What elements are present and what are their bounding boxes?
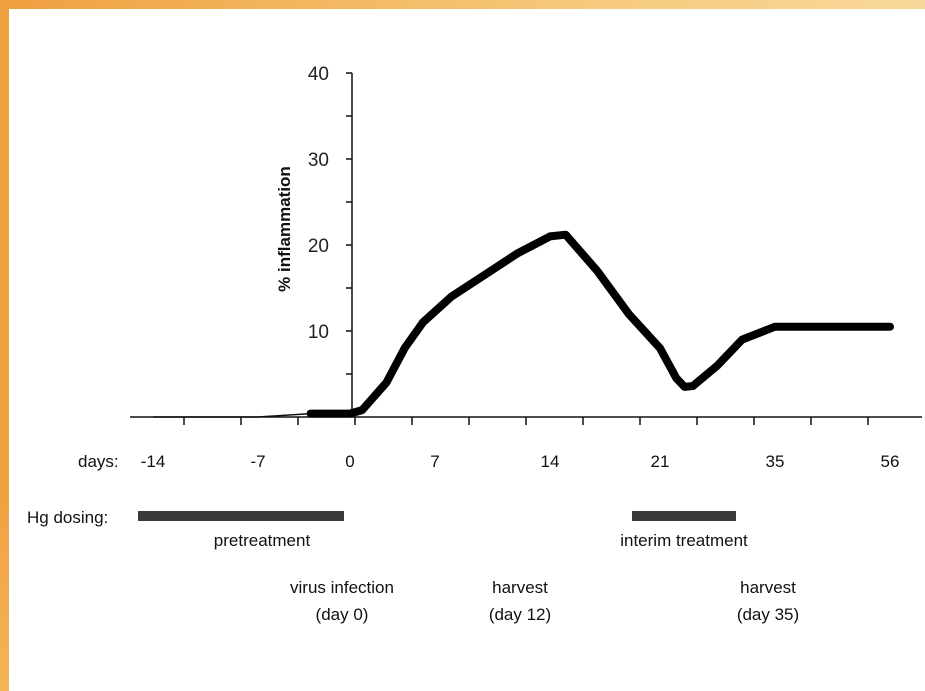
- dosing-bar: [138, 511, 344, 521]
- y-axis-label: % inflammation: [275, 166, 294, 292]
- y-tick-label: 20: [308, 236, 329, 257]
- x-tick-label: 0: [345, 452, 354, 471]
- x-tick-label: 7: [430, 452, 439, 471]
- annotations: virus infection (day 0) harvest (day 12) har…: [290, 578, 799, 624]
- x-tick-label: 21: [651, 452, 670, 471]
- dosing-label: Hg dosing:: [27, 508, 108, 527]
- frame-left-border: [0, 0, 9, 691]
- x-tick-label: 14: [541, 452, 560, 471]
- x-tick-label: -7: [250, 452, 265, 471]
- dosing-section: Hg dosing: pretreatment interim treatment: [27, 508, 748, 550]
- x-tick-label: -14: [141, 452, 166, 471]
- x-tick-label: 56: [881, 452, 900, 471]
- annotation-line1: harvest: [740, 578, 796, 597]
- series-line-inflammation: [306, 230, 894, 418]
- y-tick-labels: 10 20 30 40: [308, 64, 329, 343]
- dosing-bar: [632, 511, 736, 521]
- annotation-line2: (day 0): [316, 605, 369, 624]
- y-tick-label: 30: [308, 150, 329, 171]
- y-tick-label: 10: [308, 322, 329, 343]
- frame-top-border: [0, 0, 925, 9]
- x-tick-label: 35: [766, 452, 785, 471]
- annotation-line1: harvest: [492, 578, 548, 597]
- dosing-bar-label: interim treatment: [620, 531, 748, 550]
- series-baseline-segment: [153, 412, 311, 418]
- x-axis-label: days:: [78, 452, 119, 471]
- dosing-bar-label: pretreatment: [214, 531, 311, 550]
- annotation-line2: (day 12): [489, 605, 551, 624]
- y-tick-label: 40: [308, 64, 329, 85]
- annotation-line1: virus infection: [290, 578, 394, 597]
- x-tick-labels: days: -14 -7 0 7 14 21 35 56: [78, 452, 899, 471]
- annotation-line2: (day 35): [737, 605, 799, 624]
